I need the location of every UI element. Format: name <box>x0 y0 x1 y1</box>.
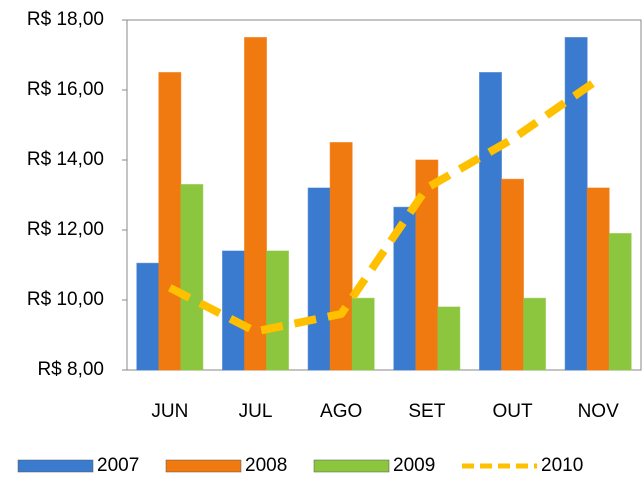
x-tick-label: AGO <box>320 401 362 422</box>
x-tick-label: NOV <box>578 401 620 422</box>
bar <box>501 178 524 371</box>
bar <box>244 37 267 371</box>
legend-swatch <box>17 459 94 473</box>
bar <box>222 250 245 371</box>
x-tick-label: JUL <box>239 401 273 422</box>
line-series <box>168 76 601 336</box>
bar <box>608 233 632 371</box>
bar <box>415 159 439 371</box>
bar <box>479 72 502 371</box>
x-tick-label: JUN <box>151 401 188 422</box>
legend-swatch <box>165 459 242 473</box>
y-tick-label: R$ 18,00 <box>27 9 104 30</box>
bar <box>523 297 546 371</box>
y-tick-label: R$ 16,00 <box>27 79 104 100</box>
y-tick-label: R$ 14,00 <box>27 149 104 170</box>
bar <box>180 184 204 371</box>
bar <box>136 262 160 371</box>
bar <box>351 297 375 371</box>
x-tick-label: SET <box>408 401 445 422</box>
bar <box>158 72 182 371</box>
bar <box>437 306 461 371</box>
bar <box>266 250 289 371</box>
legend-label: 2008 <box>245 455 287 476</box>
bar <box>307 187 331 371</box>
bar <box>329 142 353 371</box>
plot-border <box>126 19 642 371</box>
y-tick-label: R$ 12,00 <box>27 219 104 240</box>
legend-label: 2007 <box>97 455 139 476</box>
y-tick-label: R$ 8,00 <box>37 359 104 380</box>
y-tick-label: R$ 10,00 <box>27 289 104 310</box>
legend-label: 2010 <box>541 455 583 476</box>
bar <box>586 187 610 371</box>
legend-label: 2009 <box>393 455 435 476</box>
x-tick-label: OUT <box>492 401 533 422</box>
legend-swatch <box>313 459 390 473</box>
